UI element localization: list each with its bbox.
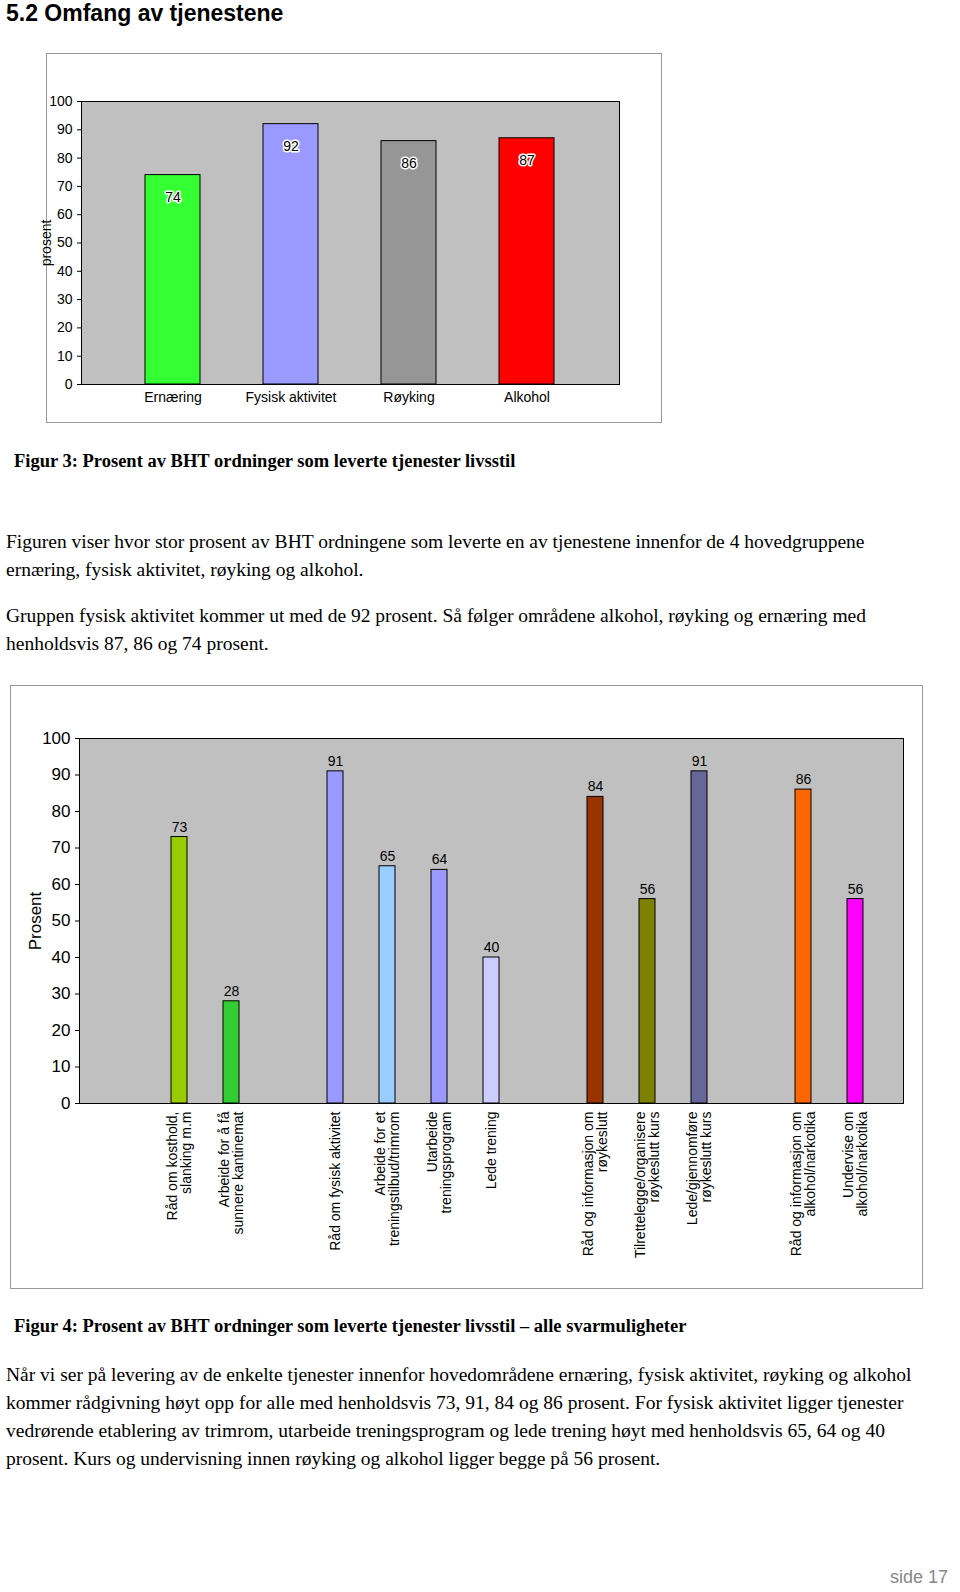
svg-text:56: 56: [640, 881, 656, 897]
svg-text:Tilrettelegge/organisererøykes: Tilrettelegge/organisererøykeslutt kurs: [632, 1111, 662, 1258]
svg-text:73: 73: [172, 819, 188, 835]
svg-text:30: 30: [52, 984, 71, 1003]
svg-text:92: 92: [283, 138, 299, 154]
svg-text:50: 50: [57, 234, 73, 250]
svg-text:74: 74: [165, 189, 181, 205]
svg-text:65: 65: [380, 848, 396, 864]
svg-text:0: 0: [61, 1094, 70, 1113]
svg-text:64: 64: [432, 851, 448, 867]
svg-text:86: 86: [796, 771, 812, 787]
svg-text:Lede/gjennomførerøykeslutt kur: Lede/gjennomførerøykeslutt kurs: [684, 1111, 714, 1225]
svg-text:Råd og informasjon omrøykeslut: Råd og informasjon omrøykeslutt: [580, 1111, 610, 1256]
svg-text:30: 30: [57, 291, 73, 307]
svg-text:100: 100: [42, 729, 70, 748]
html-text:Figur 4: Prosent av BHT ordnin: Figur 4: Prosent av BHT ordninger som le…: [14, 1316, 687, 1336]
svg-text:87: 87: [519, 152, 535, 168]
svg-text:70: 70: [57, 178, 73, 194]
html-text:Når vi ser på levering av de e: Når vi ser på levering av de enkelte tje…: [6, 1364, 912, 1469]
html-text:Figur 3: Prosent av BHT ordnin: Figur 3: Prosent av BHT ordninger som le…: [14, 451, 516, 471]
svg-text:90: 90: [57, 121, 73, 137]
svg-text:Undervise omalkohol/narkotika: Undervise omalkohol/narkotika: [840, 1111, 870, 1216]
svg-text:80: 80: [57, 150, 73, 166]
svg-text:80: 80: [52, 802, 71, 821]
svg-text:0: 0: [65, 376, 73, 392]
svg-text:Arbeide for å fåsunnere kantin: Arbeide for å fåsunnere kantinemat: [216, 1111, 246, 1234]
svg-text:84: 84: [588, 778, 604, 794]
svg-text:91: 91: [328, 753, 344, 769]
html-text:Figuren viser hvor stor prosen: Figuren viser hvor stor prosent av BHT o…: [6, 531, 865, 580]
svg-text:40: 40: [484, 939, 500, 955]
svg-text:Råd og informasjon omalkohol/n: Råd og informasjon omalkohol/narkotika: [788, 1111, 818, 1256]
svg-text:Utarbeidetreningsprogram: Utarbeidetreningsprogram: [424, 1111, 454, 1213]
svg-text:Råd om fysisk aktivitet: Råd om fysisk aktivitet: [327, 1111, 343, 1250]
svg-text:20: 20: [52, 1021, 71, 1040]
svg-text:40: 40: [57, 263, 73, 279]
svg-text:40: 40: [52, 948, 71, 967]
svg-text:86: 86: [401, 155, 417, 171]
svg-text:Arbeide for ettreningstilbud/t: Arbeide for ettreningstilbud/trimrom: [372, 1111, 402, 1246]
svg-text:Alkohol: Alkohol: [504, 389, 550, 405]
html-text:Gruppen fysisk aktivitet komme: Gruppen fysisk aktivitet kommer ut med d…: [6, 605, 866, 654]
svg-text:91: 91: [692, 753, 708, 769]
svg-text:56: 56: [848, 881, 864, 897]
svg-text:Lede trening: Lede trening: [483, 1112, 499, 1190]
svg-text:60: 60: [52, 875, 71, 894]
svg-text:60: 60: [57, 206, 73, 222]
svg-text:Ernæring: Ernæring: [144, 389, 202, 405]
svg-text:Fysisk aktivitet: Fysisk aktivitet: [245, 389, 336, 405]
svg-text:100: 100: [49, 93, 73, 109]
svg-text:10: 10: [52, 1057, 71, 1076]
svg-text:Prosent: Prosent: [26, 891, 45, 950]
svg-text:10: 10: [57, 348, 73, 364]
html-text:5.2 Omfang av tjenestene: 5.2 Omfang av tjenestene: [6, 0, 284, 26]
svg-text:Røyking: Røyking: [383, 389, 434, 405]
svg-text:prosent: prosent: [38, 220, 54, 267]
svg-text:50: 50: [52, 911, 71, 930]
svg-text:20: 20: [57, 319, 73, 335]
svg-text:90: 90: [52, 765, 71, 784]
svg-text:70: 70: [52, 838, 71, 857]
svg-text:28: 28: [224, 983, 240, 999]
svg-text:Råd om kosthold,slanking m.m: Råd om kosthold,slanking m.m: [164, 1112, 194, 1221]
html-text:side 17: side 17: [890, 1567, 948, 1587]
